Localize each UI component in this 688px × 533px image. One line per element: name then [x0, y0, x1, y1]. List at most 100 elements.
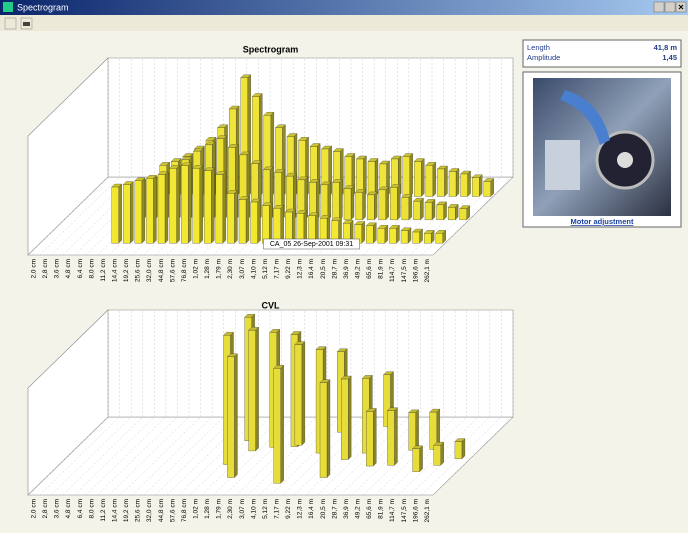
bar — [157, 174, 166, 244]
x-tick-label: 32,0 cm — [146, 259, 153, 282]
bar-side — [211, 167, 215, 244]
x-tick-label: 8,0 cm — [88, 259, 95, 279]
bar-side — [130, 181, 134, 244]
x-tick-label: 20,5 m — [320, 499, 327, 519]
x-tick-label: 1,79 m — [216, 499, 223, 519]
info-value: 41,8 m — [654, 43, 678, 52]
bar — [436, 204, 444, 221]
chart-side-wall — [27, 57, 109, 256]
app-icon — [3, 2, 13, 12]
floor-grid-line — [317, 416, 398, 496]
range-bars — [223, 313, 466, 484]
x-tick-label: 262,1 m — [424, 499, 431, 523]
bar — [273, 368, 281, 484]
x-tick-label: 5,12 m — [262, 499, 269, 519]
toolbar-tool-button[interactable] — [4, 17, 17, 30]
x-tick-label: 32,0 cm — [146, 499, 153, 522]
bar — [408, 412, 416, 451]
bar-side — [315, 212, 319, 244]
bar-side — [257, 198, 261, 244]
bar-side — [408, 194, 413, 221]
bar-side — [164, 171, 169, 244]
x-tick-label: 19,2 cm — [123, 499, 130, 522]
bar-side — [373, 408, 377, 467]
bar — [460, 173, 468, 197]
x-tick-label: 3,07 m — [239, 499, 246, 519]
bar-side — [415, 409, 419, 451]
x-tick-label: 4,8 cm — [65, 259, 72, 279]
bar-side — [373, 191, 378, 221]
x-tick-label: 28,7 m — [331, 499, 338, 519]
close-glyph — [678, 4, 684, 10]
info-label: Amplitude — [527, 53, 560, 62]
bar — [123, 184, 131, 244]
bar-side — [303, 209, 308, 244]
x-tick-label: 11,2 cm — [100, 499, 107, 522]
x-tick-label: 4,10 m — [250, 259, 257, 279]
x-tick-label: 2,0 cm — [31, 259, 38, 279]
photo-caption[interactable]: Motor adjustment — [571, 217, 634, 226]
bar — [332, 182, 340, 221]
bar-side — [153, 174, 157, 244]
bar-side — [467, 170, 471, 197]
x-tick-label: 114,7 m — [389, 499, 396, 522]
bar-side — [327, 181, 332, 221]
bar-side — [461, 438, 466, 460]
x-tick-label: 76,8 cm — [181, 499, 188, 522]
x-tick-label: 114,7 m — [389, 259, 396, 282]
x-tick-label: 3,07 m — [239, 259, 246, 279]
x-tick-label: 2,30 m — [227, 259, 234, 279]
bar — [425, 165, 434, 197]
floor-grid-line — [39, 176, 120, 256]
x-tick-label: 2,0 cm — [31, 499, 38, 519]
bar — [169, 168, 177, 244]
bar — [261, 205, 270, 244]
floor-grid-line — [39, 416, 120, 496]
bar-side — [176, 164, 180, 244]
x-tick-label: 49,2 m — [355, 499, 362, 519]
bar-side — [141, 177, 146, 244]
floor-grid-line — [143, 416, 224, 496]
bar — [111, 186, 119, 244]
minimize-button[interactable] — [653, 1, 665, 13]
x-tick-label: 9,22 m — [285, 259, 292, 279]
charts: Spectrogram 2,0 cm 2,8 cm 3,6 cm 4,8 cm 6,4 c… — [27, 44, 514, 523]
info-box — [522, 39, 682, 68]
bar-side — [373, 222, 377, 244]
x-tick-label: 12,3 m — [297, 499, 304, 519]
x-tick-label: 4,10 m — [250, 499, 257, 519]
floor-grid-line — [432, 416, 514, 496]
x-tick-label: 44,8 cm — [158, 259, 165, 282]
bar — [366, 194, 375, 221]
bar — [204, 170, 212, 244]
bar — [248, 330, 256, 452]
bar — [459, 208, 467, 221]
x-tick-label: 147,5 m — [401, 499, 408, 523]
x-tick-label: 2,8 cm — [42, 499, 49, 519]
restore-button[interactable] — [664, 1, 676, 13]
bar — [437, 168, 445, 197]
bar — [227, 356, 235, 478]
bar-side — [362, 189, 366, 221]
bar — [367, 161, 376, 197]
x-tick-label: 19,2 cm — [123, 259, 130, 282]
bar — [412, 448, 420, 472]
x-tick-label: 8,0 cm — [88, 499, 95, 519]
floor-grid-line — [374, 416, 456, 496]
bar-side — [268, 202, 273, 244]
x-tick-label: 1,28 m — [204, 259, 211, 279]
x-tick-label: 2,30 m — [227, 499, 234, 519]
annotation-box — [263, 238, 360, 250]
bar-side — [421, 158, 425, 197]
bar — [250, 201, 258, 244]
bar-side — [432, 161, 437, 197]
bar-side — [255, 326, 259, 452]
toolbar — [0, 15, 688, 31]
floor-grid-line — [97, 416, 178, 496]
x-tick-label: 196,6 m — [412, 259, 419, 283]
bar — [423, 233, 432, 244]
info-value: 1,45 — [662, 53, 677, 62]
bar-side — [455, 168, 460, 197]
bar — [448, 171, 457, 197]
